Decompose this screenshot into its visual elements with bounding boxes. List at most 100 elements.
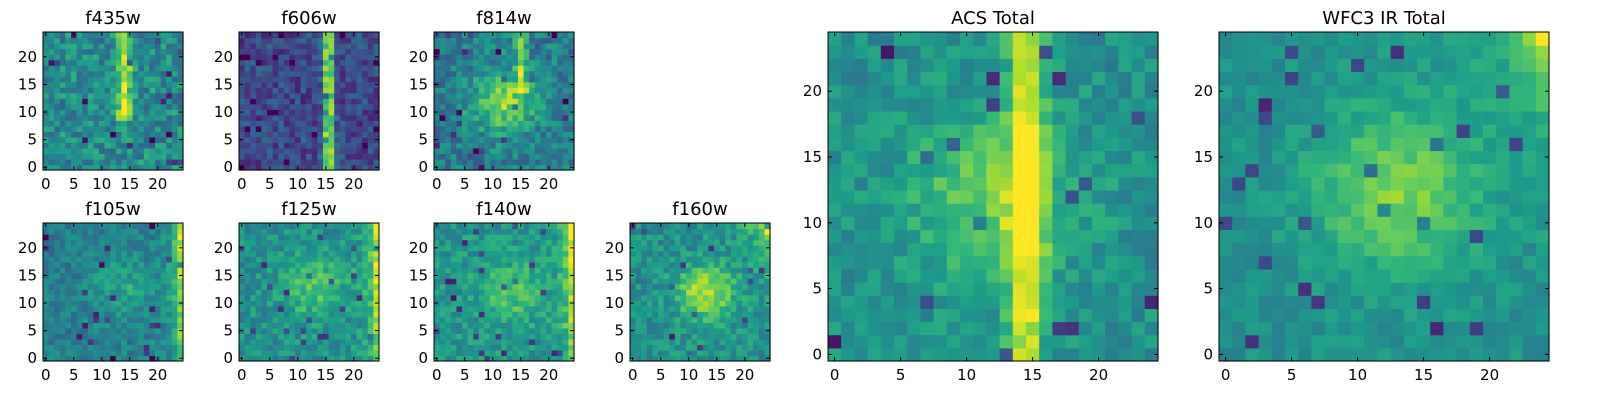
heatmap-cell [529,48,536,55]
heatmap-cell [506,322,513,329]
heatmap-cell [1078,347,1093,362]
heatmap-cell [674,305,681,312]
heatmap-cell [59,125,66,132]
heatmap-cell [278,294,285,301]
heatmap-cell [534,228,541,235]
heatmap-cell [669,223,676,230]
heatmap-cell [65,261,72,268]
heatmap-cell [764,305,771,312]
heatmap-cell [59,283,66,290]
heatmap-cell [669,294,676,301]
heatmap-cell [478,147,485,155]
heatmap-cell [907,189,921,204]
heatmap-cell [323,234,330,241]
heatmap-cell [512,87,519,94]
heatmap-cell [99,311,106,318]
heatmap-cell [261,87,268,94]
heatmap-cell [328,125,335,132]
heatmap-cell [59,65,66,72]
heatmap-cell [244,311,251,318]
heatmap-cell [43,311,50,318]
heatmap-cell [495,228,502,235]
heatmap-cell [267,349,274,357]
heatmap-cell [143,136,150,143]
heatmap-cell [311,256,318,263]
heatmap-cell [356,65,363,72]
heatmap-cell [76,316,83,323]
heatmap-cell [127,228,134,235]
x-tick-label: 5 [656,366,666,384]
heatmap-cell [115,131,122,138]
heatmap-cell [562,70,569,77]
heatmap-cell [546,267,553,274]
heatmap-cell [323,131,330,138]
heatmap-cell [473,103,480,110]
heatmap-cell [82,267,89,274]
heatmap-cell [691,261,698,268]
heatmap-cell [93,338,100,346]
heatmap-cell [1105,216,1119,230]
heatmap-cell [59,98,66,105]
heatmap-cell [663,283,670,290]
heatmap-cell [473,81,480,88]
heatmap-cell [356,87,363,94]
heatmap-cell [267,54,274,61]
heatmap-cell [1092,295,1106,309]
heatmap-cell [490,305,497,312]
heatmap-cell [110,261,117,268]
heatmap-cell [1039,189,1053,204]
heatmap-cell [439,234,446,241]
heatmap-cell [166,125,173,132]
heatmap-cell [59,153,66,160]
heatmap-cell [82,245,89,252]
heatmap-cell [261,98,268,105]
heatmap-cell [635,316,642,323]
heatmap-cell [495,305,502,312]
heatmap-cell [714,234,721,241]
heatmap-cell [512,164,519,171]
heatmap-cell [719,327,726,334]
heatmap-cell [439,344,446,351]
heatmap-cell [747,223,754,230]
heatmap-cell [450,261,457,268]
heatmap-cell [456,103,463,110]
heatmap-cell [356,125,363,132]
y-tick-label: 10 [409,103,428,121]
heatmap-cell [71,158,78,166]
heatmap-cell [523,305,530,312]
heatmap-cell [523,300,530,307]
heatmap-cell [523,322,530,329]
heatmap-cell [841,229,855,244]
heatmap-cell [76,278,83,285]
heatmap-cell [76,261,83,268]
heatmap-cell [93,234,100,241]
heatmap-cell [71,289,78,296]
heatmap-cell [339,131,346,138]
heatmap-cell [450,103,457,110]
heatmap-cell [121,250,128,257]
heatmap-cell [255,131,262,138]
heatmap-cell [933,242,948,257]
heatmap-cell [495,87,502,94]
heatmap-cell [736,228,743,235]
heatmap-cell [239,234,246,241]
heatmap-cell [702,267,709,274]
heatmap-cell [367,54,374,61]
heatmap-cell [121,261,128,268]
heatmap-cell [518,289,525,296]
heatmap-cell [501,283,508,290]
heatmap-cell [143,311,150,318]
heatmap-cell [546,92,553,99]
heatmap-cell [239,142,246,149]
heatmap-cell [317,147,324,155]
heatmap-cell [43,153,50,160]
heatmap-cell [71,103,78,110]
heatmap-cell [87,294,94,301]
heatmap-cell [758,228,765,235]
heatmap-cell [725,338,732,346]
heatmap-cell [719,250,726,257]
heatmap-cell [177,349,184,357]
heatmap-cell [76,65,83,72]
heatmap-cell [317,70,324,77]
heatmap-cell [250,267,257,274]
